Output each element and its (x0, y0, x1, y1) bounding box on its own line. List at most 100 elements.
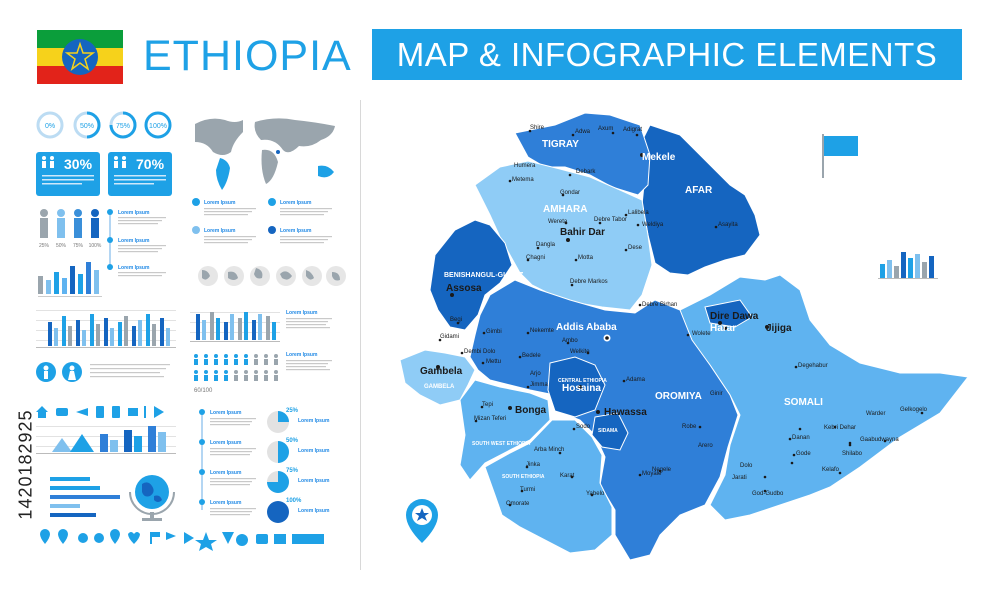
lorem-heading: Lorem Ipsum (118, 210, 150, 216)
region-amhara (474, 160, 653, 311)
region-south-ethiopia (484, 419, 613, 554)
region-label-south-west-ethiopia: SOUTH WEST ETHIOPIA (472, 441, 531, 447)
region-label-south-ethiopia: SOUTH ETHIOPIA (502, 474, 545, 480)
city-label: Turmi (520, 487, 535, 493)
city-label: Arjo (530, 371, 541, 377)
region-sidama (591, 412, 629, 451)
placeholder-text-lines (286, 318, 332, 371)
pie-chart-50 (267, 441, 289, 463)
flag-icon (150, 532, 152, 544)
region-label-sidama: SIDAMA (598, 428, 618, 434)
scale-label-50: 50% (56, 243, 67, 249)
region-label-tigray: TIGRAY (542, 139, 579, 150)
percent-circle-100 (144, 111, 172, 139)
lorem-heading: Lorem Ipsum (286, 352, 318, 358)
pie-label-50: 50% (286, 438, 299, 444)
city-label: Asayita (718, 222, 738, 228)
lorem-heading: Lorem Ipsum (210, 500, 242, 506)
lorem-heading: Lorem Ipsum (298, 508, 330, 514)
city-label: Nekemte (530, 328, 555, 334)
city-label: Welkite (570, 349, 590, 355)
city-label: Gimbi (486, 329, 502, 335)
globe-icons-row (198, 266, 346, 286)
pie-label-75: 75% (286, 468, 299, 474)
city-label: Gondar (560, 190, 580, 196)
region-label-gambela: GAMBELA (424, 384, 455, 390)
flag-pin-icon (822, 134, 858, 178)
divider (360, 100, 361, 570)
placeholder-text-lines (90, 364, 170, 378)
bar-chart-small (38, 262, 102, 297)
arrow-icon (222, 532, 234, 544)
star-icon (195, 532, 217, 551)
city-label: Dolo (740, 463, 753, 469)
chat-icon (274, 534, 286, 544)
region-label-central-ethiopia: CENTRAL ETHIOPIA (558, 378, 607, 384)
city-label: Jarati (732, 475, 747, 481)
city-label: Robe (682, 424, 697, 430)
city-label: Dese (628, 245, 643, 251)
car-icon (56, 408, 68, 416)
city-label: Yabelo (586, 491, 605, 497)
pin-icon (110, 529, 120, 544)
city-label-harar: Harar (710, 323, 736, 334)
city-label: Ambo (562, 338, 578, 344)
city-label: Dangla (536, 242, 556, 248)
home-icon (36, 406, 48, 418)
percent-circle-50 (73, 111, 101, 139)
target-icon (236, 534, 248, 546)
placeholder-text-lines (42, 175, 166, 185)
lorem-heading: Lorem Ipsum (280, 200, 312, 206)
city-label: Lalibela (628, 210, 649, 216)
pin-icon (94, 533, 104, 543)
map-icons-row (40, 529, 324, 551)
region-south-west-ethiopia (459, 379, 551, 481)
region-gambela (399, 349, 476, 406)
region-central-ethiopia (547, 356, 606, 418)
train-icon (112, 406, 120, 418)
percent-circle-0 (36, 111, 64, 139)
city-label: Gidami (440, 334, 459, 340)
people-scale-chart (40, 209, 99, 238)
globe-icon (129, 475, 175, 521)
pie-chart-75 (267, 471, 289, 493)
city-label-jijiga: Jijiga (766, 323, 792, 334)
city-label: God-Gudbo (752, 491, 784, 497)
star-emblem-icon (62, 39, 98, 75)
lorem-heading: Lorem Ipsum (298, 418, 330, 424)
city-label: Motta (578, 255, 594, 261)
people-stat-value-1: 30% (64, 156, 93, 172)
city-label-hosaina: Hosaina (562, 383, 601, 394)
flag-icon (152, 532, 160, 537)
page-title: ETHIOPIA (143, 32, 352, 80)
world-map-icon (190, 114, 340, 194)
banner-title: MAP & INFOGRAPHIC ELEMENTS (372, 29, 962, 80)
city-label: Adwa (575, 129, 591, 135)
ethiopia-map: TIGRAY AFAR AMHARA BENISHANGUL-GUMUZ GAM… (399, 112, 969, 561)
percent-circles (36, 111, 172, 139)
city-label: Weldiya (642, 222, 664, 228)
horizontal-bar-chart (50, 477, 120, 517)
city-label: Adama (626, 377, 646, 383)
plane-icon (76, 408, 88, 416)
region-somali (679, 274, 969, 521)
city-label: Negele (652, 467, 672, 473)
city-label: Begi (450, 317, 462, 323)
people-stat-value-2: 70% (136, 156, 165, 172)
timeline-dot (107, 264, 113, 270)
person-icons (36, 362, 82, 382)
lorem-heading: Lorem Ipsum (118, 238, 150, 244)
city-label: Axum (598, 126, 613, 132)
city-label: Humera (514, 163, 536, 169)
city-label: Debre Tabor (594, 217, 627, 223)
chat-icon (256, 534, 268, 544)
city-label-dire-dawa: Dire Dawa (710, 311, 759, 322)
building-icon (128, 408, 138, 416)
city-label: Dembi Dolo (464, 349, 496, 355)
pie-label-100: 100% (286, 498, 302, 504)
percent-circle-75 (109, 111, 137, 139)
lorem-heading: Lorem Ipsum (204, 228, 236, 234)
city-label: Debark (576, 169, 596, 175)
region-benishangul-gumuz (429, 219, 513, 331)
pie-label-25: 25% (286, 408, 299, 414)
